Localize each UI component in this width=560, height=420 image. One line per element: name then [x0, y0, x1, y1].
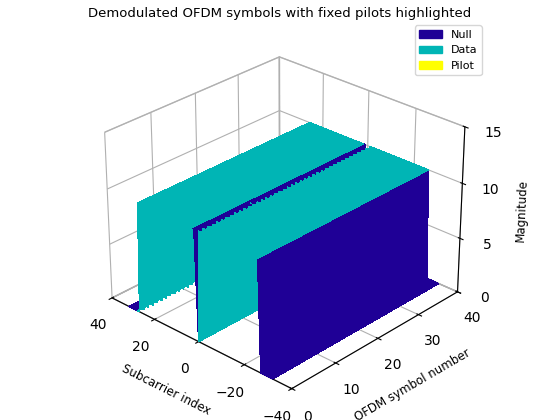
Legend: Null, Data, Pilot: Null, Data, Pilot	[415, 25, 482, 75]
Y-axis label: OFDM symbol number: OFDM symbol number	[353, 347, 473, 420]
X-axis label: Subcarrier index: Subcarrier index	[119, 362, 212, 418]
Title: Demodulated OFDM symbols with fixed pilots highlighted: Demodulated OFDM symbols with fixed pilo…	[88, 7, 472, 20]
